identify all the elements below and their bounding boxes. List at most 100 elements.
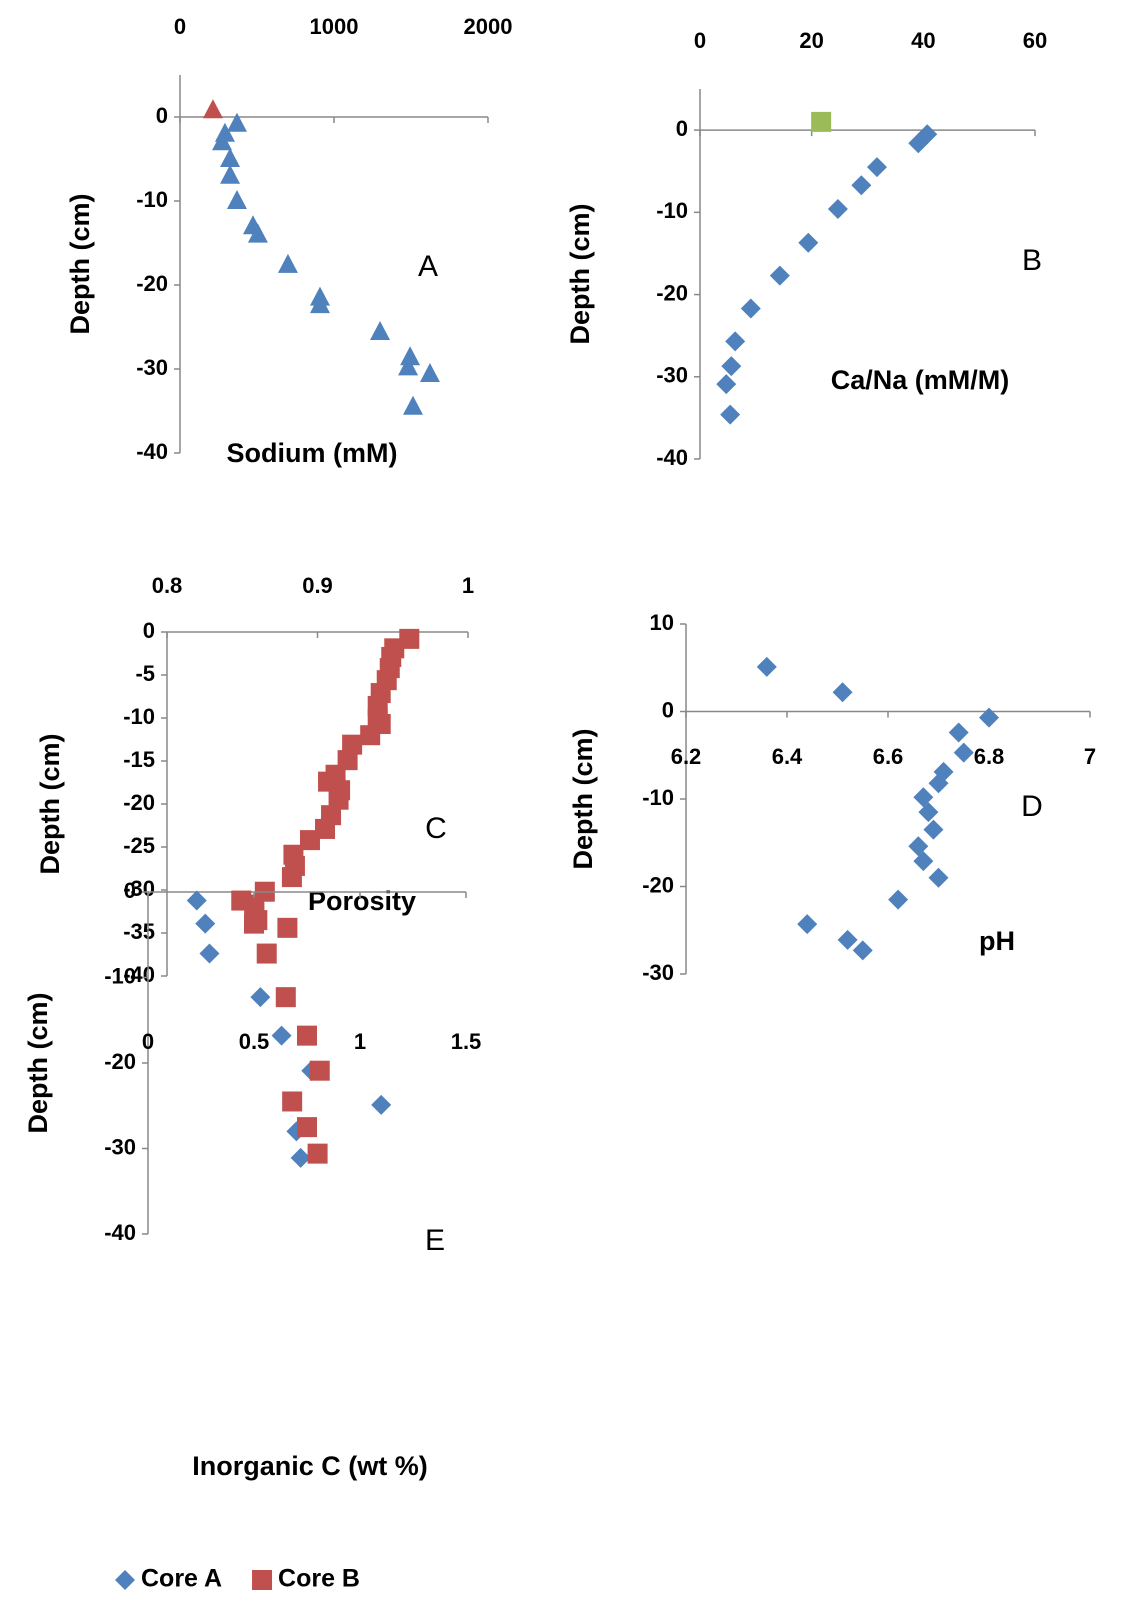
x-tick-label: 6.4	[772, 744, 803, 769]
panel-label: E	[425, 1224, 445, 1257]
x-tick-label: 0.5	[239, 1029, 270, 1054]
marker	[832, 682, 853, 703]
y-tick-label: 0	[124, 878, 136, 903]
y-tick-label: -5	[135, 661, 155, 686]
marker	[115, 1570, 135, 1590]
marker	[256, 943, 277, 964]
x-tick-label: 20	[799, 28, 823, 53]
y-tick-label: -20	[123, 790, 155, 815]
x-axis-title: Porosity	[308, 886, 416, 916]
marker	[231, 890, 252, 911]
marker	[398, 356, 419, 376]
marker	[290, 1147, 311, 1168]
marker	[720, 404, 741, 425]
marker	[918, 802, 939, 823]
marker	[299, 830, 320, 851]
y-tick-label: -10	[136, 187, 168, 212]
marker	[979, 707, 999, 728]
marker	[309, 1060, 330, 1081]
marker	[827, 199, 848, 220]
y-tick-label: -30	[642, 960, 674, 985]
marker	[275, 987, 296, 1008]
marker	[244, 913, 264, 934]
marker	[756, 656, 777, 677]
x-axis-title: Inorganic C (wt %)	[192, 1451, 428, 1481]
marker	[923, 819, 944, 840]
x-axis-title: Sodium (mM)	[227, 438, 398, 468]
y-axis-title: Depth (cm)	[23, 993, 53, 1134]
x-axis-title: pH	[979, 926, 1015, 956]
marker	[342, 734, 363, 755]
y-tick-label: -30	[104, 1134, 136, 1159]
marker	[852, 940, 873, 961]
marker	[740, 298, 761, 319]
x-axis-title: Ca/Na (mM/M)	[831, 365, 1010, 395]
x-tick-label: 60	[1023, 28, 1047, 53]
y-tick-label: -40	[136, 439, 168, 464]
marker	[851, 175, 872, 196]
marker	[309, 294, 330, 314]
marker	[250, 987, 271, 1008]
y-tick-label: -40	[123, 962, 155, 987]
legend-label: Core A	[141, 1565, 222, 1593]
marker	[913, 851, 934, 872]
y-tick-label: -35	[123, 919, 155, 944]
y-tick-label: -30	[656, 363, 688, 388]
marker	[928, 773, 949, 794]
marker	[725, 331, 746, 352]
marker	[226, 190, 247, 209]
marker	[277, 917, 298, 938]
panel-label: D	[1021, 790, 1043, 823]
marker	[307, 1143, 328, 1164]
marker	[220, 164, 241, 184]
x-tick-label: 1.5	[451, 1029, 482, 1054]
marker	[247, 223, 268, 243]
y-tick-label: -40	[104, 1220, 136, 1245]
x-tick-label: 6.8	[974, 744, 1005, 769]
x-tick-label: 6.2	[671, 744, 702, 769]
marker	[360, 725, 381, 746]
marker	[328, 789, 349, 810]
x-tick-label: 2000	[464, 14, 513, 39]
x-tick-label: 0.9	[302, 573, 333, 598]
marker	[953, 742, 974, 763]
marker	[400, 346, 421, 366]
y-tick-label: -10	[642, 785, 674, 810]
panel-label: B	[1022, 244, 1042, 277]
y-tick-label: -20	[104, 1049, 136, 1074]
x-tick-label: 0	[694, 28, 706, 53]
marker	[419, 363, 440, 383]
marker	[371, 1094, 392, 1115]
marker	[370, 321, 391, 341]
x-tick-label: 0	[142, 1029, 154, 1054]
marker	[186, 890, 207, 911]
x-tick-label: 7	[1084, 744, 1096, 769]
marker	[226, 112, 247, 132]
marker	[297, 1025, 317, 1046]
y-axis-title: Depth (cm)	[35, 734, 65, 875]
y-tick-label: -15	[123, 747, 155, 772]
marker	[399, 628, 420, 649]
y-axis-title: Depth (cm)	[565, 204, 595, 345]
marker	[928, 867, 949, 888]
marker	[202, 99, 223, 119]
x-tick-label: 0	[174, 14, 186, 39]
marker	[195, 913, 216, 934]
marker	[212, 131, 233, 151]
marker	[948, 722, 969, 743]
marker	[199, 943, 220, 964]
x-tick-label: 1	[462, 573, 474, 598]
x-tick-label: 1	[354, 1029, 366, 1054]
x-tick-label: 1000	[310, 14, 359, 39]
marker	[277, 253, 298, 273]
marker	[220, 148, 241, 167]
panel-label: C	[425, 812, 447, 845]
y-tick-label: -20	[136, 271, 168, 296]
y-tick-label: -10	[104, 963, 136, 988]
marker	[252, 1570, 273, 1590]
marker	[315, 818, 336, 839]
y-tick-label: -20	[656, 280, 688, 305]
y-tick-label: -25	[123, 833, 155, 858]
marker	[888, 889, 909, 910]
